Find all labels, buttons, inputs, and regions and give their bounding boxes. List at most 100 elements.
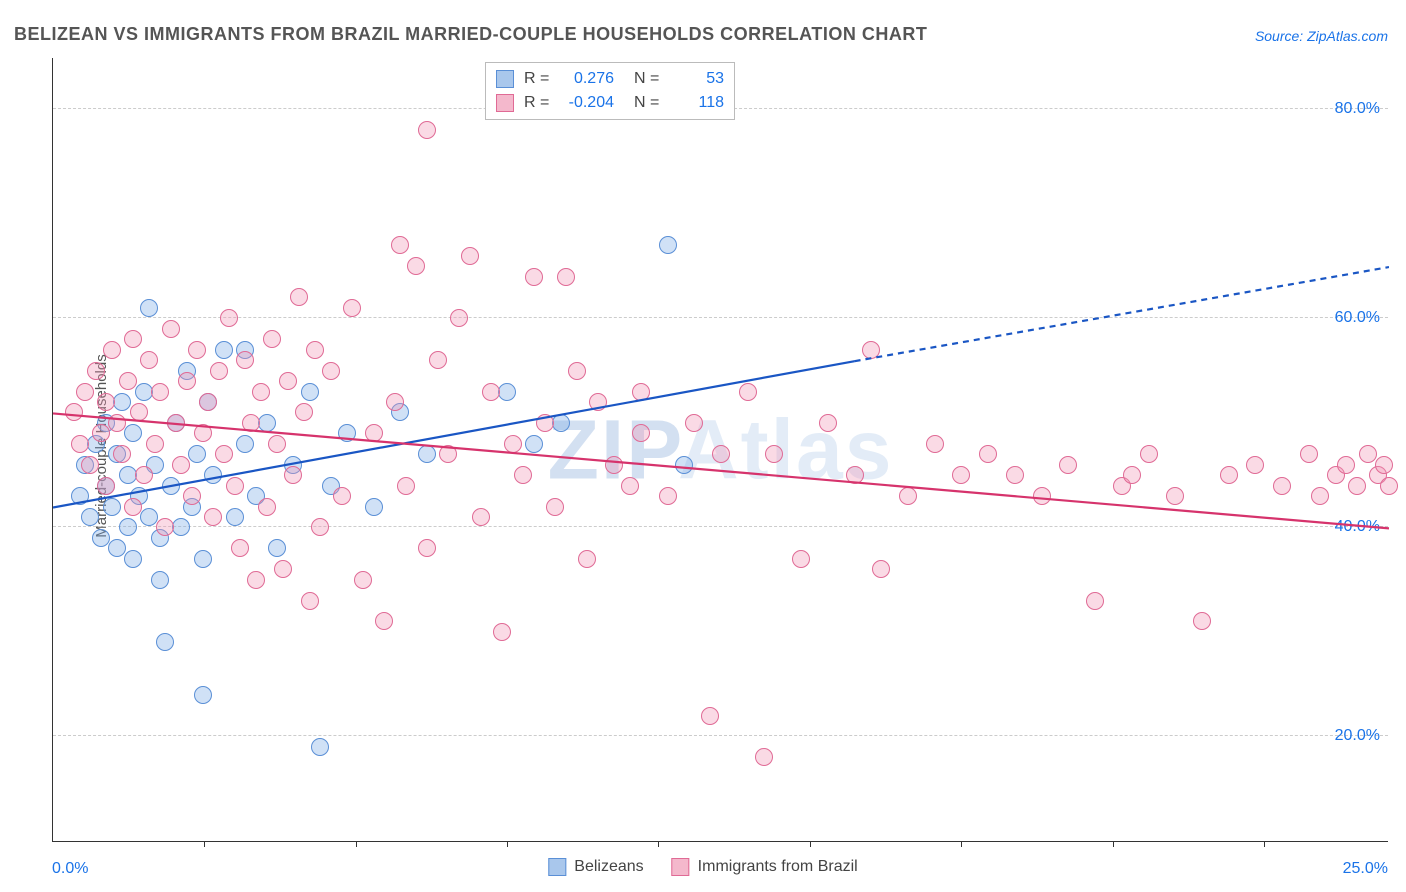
x-tick [507, 841, 508, 847]
scatter-point [65, 403, 83, 421]
gridline-h [53, 526, 1388, 527]
y-tick-label: 20.0% [1335, 727, 1380, 745]
scatter-point [146, 435, 164, 453]
scatter-point [204, 508, 222, 526]
scatter-point [504, 435, 522, 453]
scatter-point [1166, 487, 1184, 505]
scatter-point [135, 466, 153, 484]
scatter-point [397, 477, 415, 495]
scatter-point [92, 424, 110, 442]
stats-box: R =0.276N =53R =-0.204N =118 [485, 62, 735, 120]
scatter-point [375, 612, 393, 630]
scatter-point [124, 550, 142, 568]
legend-bottom: Belizeans Immigrants from Brazil [548, 858, 857, 876]
scatter-point [87, 362, 105, 380]
scatter-point [418, 121, 436, 139]
scatter-point [685, 414, 703, 432]
scatter-point [108, 414, 126, 432]
scatter-point [338, 424, 356, 442]
r-label: R = [524, 94, 552, 112]
trendline-dashed [855, 267, 1389, 361]
scatter-point [365, 424, 383, 442]
scatter-point [258, 498, 276, 516]
scatter-point [589, 393, 607, 411]
scatter-point [659, 487, 677, 505]
scatter-point [194, 686, 212, 704]
scatter-point [498, 383, 516, 401]
stats-row: R = 0.276 N = 53 [496, 67, 724, 91]
scatter-point [514, 466, 532, 484]
scatter-point [172, 456, 190, 474]
scatter-point [872, 560, 890, 578]
chart-title: BELIZEAN VS IMMIGRANTS FROM BRAZIL MARRI… [14, 24, 927, 45]
scatter-point [268, 435, 286, 453]
scatter-point [472, 508, 490, 526]
scatter-point [130, 403, 148, 421]
scatter-point [605, 456, 623, 474]
scatter-point [204, 466, 222, 484]
x-tick [658, 841, 659, 847]
scatter-point [578, 550, 596, 568]
scatter-point [1300, 445, 1318, 463]
scatter-point [301, 592, 319, 610]
scatter-point [156, 518, 174, 536]
r-label: R = [524, 70, 552, 88]
scatter-point [178, 372, 196, 390]
scatter-point [103, 341, 121, 359]
scatter-point [71, 487, 89, 505]
x-tick-label: 0.0% [52, 860, 88, 878]
gridline-h [53, 317, 1388, 318]
scatter-point [97, 393, 115, 411]
scatter-point [124, 498, 142, 516]
scatter-point [343, 299, 361, 317]
legend-label: Immigrants from Brazil [698, 858, 858, 876]
scatter-point [199, 393, 217, 411]
scatter-point [284, 466, 302, 484]
n-label: N = [634, 94, 662, 112]
legend-label: Belizeans [574, 858, 643, 876]
n-value: 53 [672, 70, 724, 88]
scatter-point [659, 236, 677, 254]
scatter-point [621, 477, 639, 495]
scatter-point [739, 383, 757, 401]
x-tick [961, 841, 962, 847]
scatter-point [846, 466, 864, 484]
scatter-point [439, 445, 457, 463]
scatter-point [311, 738, 329, 756]
scatter-point [386, 393, 404, 411]
scatter-point [979, 445, 997, 463]
scatter-point [482, 383, 500, 401]
r-value: 0.276 [562, 70, 614, 88]
chart-container: BELIZEAN VS IMMIGRANTS FROM BRAZIL MARRI… [0, 0, 1406, 892]
r-value: -0.204 [562, 94, 614, 112]
scatter-point [546, 498, 564, 516]
scatter-point [525, 435, 543, 453]
scatter-point [226, 477, 244, 495]
scatter-point [76, 383, 94, 401]
scatter-point [236, 351, 254, 369]
scatter-point [862, 341, 880, 359]
scatter-point [450, 309, 468, 327]
y-tick-label: 60.0% [1335, 309, 1380, 327]
scatter-point [493, 623, 511, 641]
scatter-point [311, 518, 329, 536]
scatter-point [252, 383, 270, 401]
scatter-point [926, 435, 944, 453]
scatter-point [183, 487, 201, 505]
gridline-h [53, 735, 1388, 736]
scatter-point [162, 320, 180, 338]
scatter-point [568, 362, 586, 380]
x-tick-label: 25.0% [1343, 860, 1388, 878]
legend-swatch [672, 858, 690, 876]
scatter-point [1140, 445, 1158, 463]
scatter-point [333, 487, 351, 505]
scatter-point [1033, 487, 1051, 505]
n-label: N = [634, 70, 662, 88]
scatter-point [71, 435, 89, 453]
x-tick [1113, 841, 1114, 847]
y-tick-label: 40.0% [1335, 518, 1380, 536]
scatter-point [194, 424, 212, 442]
scatter-point [242, 414, 260, 432]
scatter-point [124, 330, 142, 348]
scatter-point [418, 539, 436, 557]
